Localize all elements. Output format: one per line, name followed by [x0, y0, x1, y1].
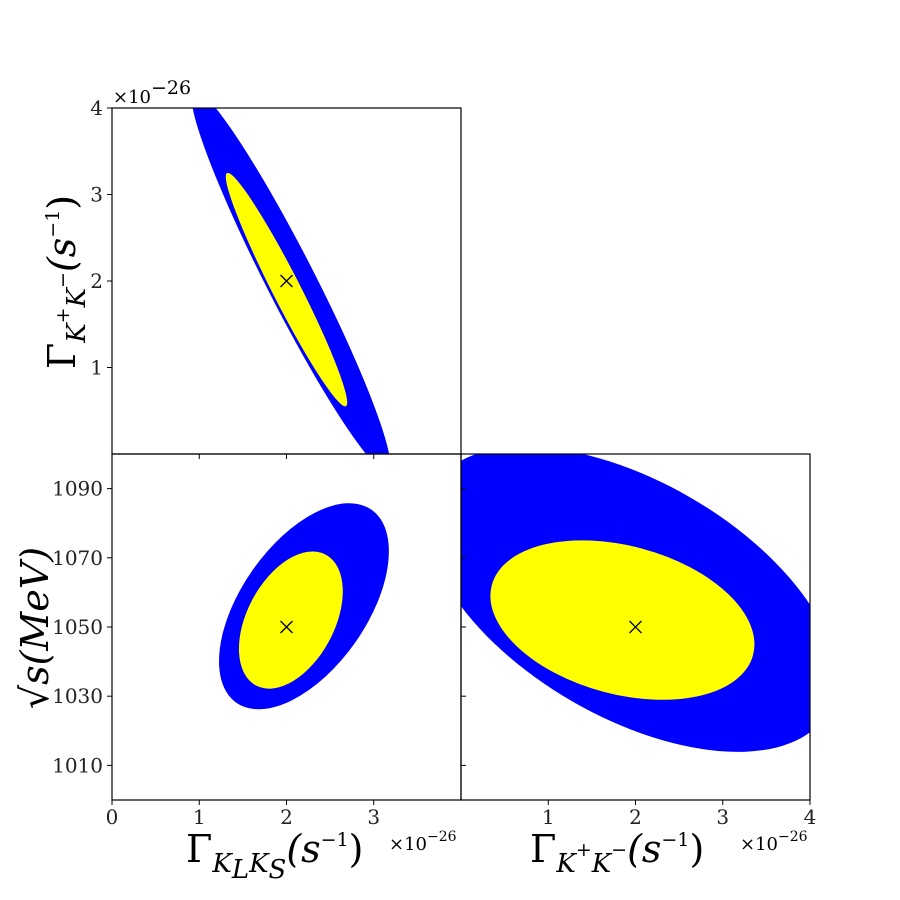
right-x-axis-label: ΓK+K−(s−1) [530, 827, 704, 879]
bottom-right-x-tick-label: 3 [716, 805, 729, 829]
bottom-left-x-tick-label: 0 [106, 805, 119, 829]
bottom-left-y-tick-label: 1010 [52, 753, 103, 777]
svg-text:ΓK+K−(s−1): ΓK+K−(s−1) [40, 195, 92, 369]
bottom-right-x-tick-label: 4 [804, 805, 817, 829]
bottom-left-y-tick-label: 1050 [52, 615, 103, 639]
top-left-y-tick-label: 4 [90, 96, 103, 120]
top-left-regions [191, 108, 391, 454]
bottom-left-x-tick-label: 1 [193, 805, 206, 829]
bottom-right-x-tick-label: 2 [629, 805, 642, 829]
top-left-y-tick-label: 3 [90, 183, 103, 207]
left-x-exponent-label: ×10−26 [389, 829, 457, 855]
bottom-y-axis-label: √s(MeV) [13, 547, 57, 709]
svg-text:√s(MeV): √s(MeV) [13, 547, 57, 709]
bottom-right-x-tick-label: 1 [542, 805, 555, 829]
top-left-point-marker [280, 274, 293, 288]
bottom-left-y-tick-label: 1070 [52, 546, 103, 570]
top-y-exponent-label: ×10−26 [113, 77, 191, 108]
top-y-axis-label: ΓK+K−(s−1) [40, 195, 92, 369]
bottom-right-regions [461, 454, 810, 752]
bottom-right-inner-region [490, 540, 755, 700]
bottom-left-point-marker [280, 620, 293, 634]
panel-bottom-left: 0 1 2 3 1010 1030 1050 1070 1090 [52, 453, 462, 829]
panel-top-left: 1 2 3 4 [90, 96, 462, 459]
bottom-left-inner-region [238, 551, 343, 689]
bottom-left-x-tick-label: 2 [280, 805, 293, 829]
top-left-inner-region [225, 172, 348, 407]
panel-bottom-right: 1 2 3 4 [460, 453, 817, 829]
right-x-exponent-label: ×10−26 [740, 829, 808, 855]
top-left-y-tick-label: 2 [90, 269, 103, 293]
left-x-axis-label: ΓKLKS(s−1) [186, 827, 364, 885]
bottom-left-y-tick-label: 1030 [52, 684, 103, 708]
top-left-y-tick-label: 1 [90, 356, 103, 380]
bottom-left-y-tick-label: 1090 [52, 477, 103, 501]
bottom-left-regions [219, 503, 389, 710]
bottom-right-point-marker [629, 620, 642, 634]
bottom-left-x-tick-label: 3 [367, 805, 380, 829]
